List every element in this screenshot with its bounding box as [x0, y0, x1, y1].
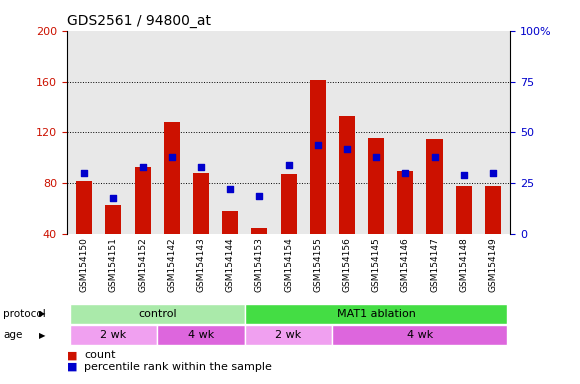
Bar	[426, 139, 443, 234]
Bar	[332, 325, 508, 345]
Text: age: age	[3, 330, 22, 340]
Bar	[397, 170, 414, 234]
Text: 2 wk: 2 wk	[276, 330, 302, 340]
Text: ■: ■	[67, 362, 77, 372]
Point	[488, 170, 498, 176]
Bar	[339, 116, 355, 234]
Point	[284, 162, 293, 168]
Bar	[310, 80, 326, 234]
Bar	[245, 325, 332, 345]
Point	[430, 154, 439, 160]
Text: ■: ■	[67, 350, 77, 360]
Point	[109, 195, 118, 201]
Point	[167, 154, 176, 160]
Bar	[251, 228, 267, 234]
Text: 2 wk: 2 wk	[100, 330, 126, 340]
Point	[79, 170, 89, 176]
Bar	[157, 325, 245, 345]
Text: protocol: protocol	[3, 309, 46, 319]
Point	[197, 164, 206, 170]
Text: control: control	[138, 309, 176, 319]
Point	[313, 142, 322, 148]
Bar	[281, 174, 296, 234]
Bar	[368, 137, 384, 234]
Bar	[245, 304, 508, 324]
Text: ▶: ▶	[39, 331, 46, 339]
Bar	[485, 186, 501, 234]
Bar	[70, 304, 245, 324]
Bar	[70, 325, 157, 345]
Point	[226, 186, 235, 192]
Point	[342, 146, 351, 152]
Text: 4 wk: 4 wk	[188, 330, 214, 340]
Bar	[193, 173, 209, 234]
Bar	[456, 186, 472, 234]
Point	[255, 192, 264, 199]
Bar	[164, 122, 180, 234]
Point	[401, 170, 410, 176]
Text: 4 wk: 4 wk	[407, 330, 433, 340]
Text: percentile rank within the sample: percentile rank within the sample	[84, 362, 272, 372]
Bar	[135, 167, 151, 234]
Text: ▶: ▶	[39, 310, 46, 318]
Text: MAT1 ablation: MAT1 ablation	[336, 309, 415, 319]
Bar	[106, 205, 121, 234]
Point	[459, 172, 468, 178]
Point	[371, 154, 380, 160]
Bar	[222, 211, 238, 234]
Bar	[76, 181, 92, 234]
Text: GDS2561 / 94800_at: GDS2561 / 94800_at	[67, 14, 211, 28]
Text: count: count	[84, 350, 115, 360]
Point	[138, 164, 147, 170]
